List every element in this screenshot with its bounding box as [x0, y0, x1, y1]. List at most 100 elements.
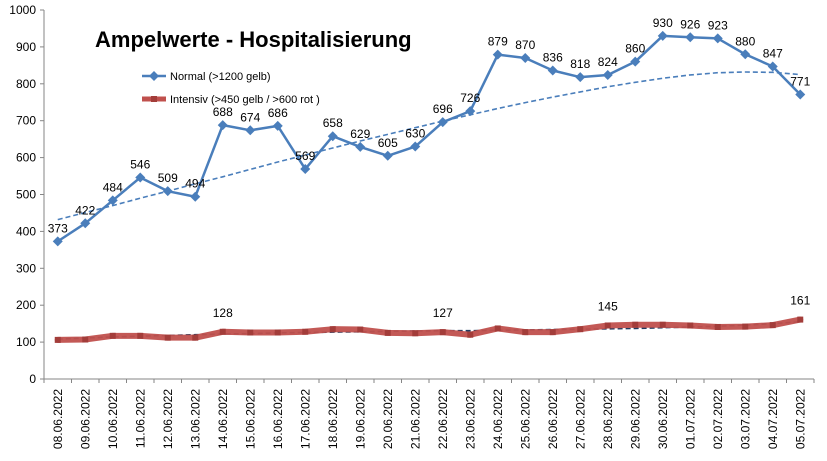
x-tick-label: 27.06.2022: [573, 389, 587, 449]
data-label-normal: 569: [295, 149, 315, 163]
x-tick-label: 11.06.2022: [133, 389, 147, 448]
data-point-intensiv: [82, 336, 89, 343]
legend-marker-normal: [149, 71, 159, 81]
data-point-intensiv: [54, 336, 61, 343]
data-point-normal: [685, 32, 696, 43]
data-point-intensiv: [577, 326, 584, 333]
data-point-normal: [135, 172, 146, 183]
data-label-normal: 771: [790, 75, 810, 89]
data-point-intensiv: [714, 323, 721, 330]
data-point-normal: [217, 120, 228, 131]
data-label-normal: 630: [405, 127, 425, 141]
x-tick-label: 22.06.2022: [436, 389, 450, 449]
x-tick-label: 23.06.2022: [463, 389, 477, 449]
data-point-normal: [190, 191, 201, 202]
data-point-intensiv: [439, 329, 446, 336]
y-tick-label: 300: [16, 261, 36, 275]
series: [52, 30, 806, 343]
data-point-intensiv: [494, 325, 501, 332]
data-point-normal: [327, 131, 338, 142]
data-label-intensiv: 127: [433, 306, 453, 320]
data-label-normal: 658: [323, 116, 343, 130]
chart-title: Ampelwerte - Hospitalisierung: [95, 27, 412, 52]
data-point-normal: [52, 236, 63, 247]
data-label-normal: 836: [543, 51, 563, 65]
data-point-normal: [492, 49, 503, 60]
x-tick-label: 14.06.2022: [216, 389, 230, 449]
data-point-intensiv: [412, 330, 419, 337]
data-point-normal: [657, 30, 668, 41]
data-label-normal: 373: [48, 221, 68, 235]
data-point-intensiv: [522, 329, 529, 336]
axes: 0 100 200 300 400 500 600 700 800 900 1000 08.06.20…: [9, 3, 815, 449]
data-point-intensiv: [247, 329, 254, 336]
x-tick-label: 29.06.2022: [628, 389, 642, 449]
x-tick-label: 21.06.2022: [408, 389, 422, 449]
x-tick-label: 24.06.2022: [491, 389, 505, 449]
y-tick-label: 0: [29, 372, 36, 386]
x-tick-label: 13.06.2022: [188, 389, 202, 449]
data-point-intensiv: [742, 323, 749, 330]
data-label-normal: 860: [625, 42, 645, 56]
data-point-normal: [80, 218, 91, 229]
data-point-intensiv: [659, 321, 666, 328]
trendline-normal: [57, 71, 801, 221]
data-point-normal: [547, 65, 558, 76]
data-point-normal: [355, 141, 366, 152]
x-tick-label: 12.06.2022: [161, 389, 175, 449]
data-label-normal: 824: [598, 55, 618, 69]
data-label-normal: 696: [433, 102, 453, 116]
data-point-normal: [300, 164, 311, 175]
data-label-normal: 484: [103, 180, 123, 194]
data-label-normal: 494: [185, 177, 205, 191]
x-tick-label: 05.07.2022: [793, 389, 807, 449]
legend-label-normal: Normal (>1200 gelb): [170, 71, 271, 83]
y-tick-label: 800: [16, 77, 36, 91]
data-point-intensiv: [274, 329, 281, 336]
data-label-normal: 509: [158, 171, 178, 185]
data-point-intensiv: [769, 322, 776, 329]
data-point-intensiv: [109, 332, 116, 339]
data-point-intensiv: [192, 334, 199, 341]
data-label-normal: 847: [763, 46, 783, 60]
x-tick-label: 30.06.2022: [656, 389, 670, 449]
data-label-normal: 726: [460, 91, 480, 105]
y-tick-label: 200: [16, 298, 36, 312]
y-tick-label: 900: [16, 40, 36, 54]
data-point-normal: [795, 89, 806, 100]
series-line-intensiv: [54, 316, 804, 343]
data-point-normal: [272, 120, 283, 131]
x-tick-label: 16.06.2022: [271, 389, 285, 449]
data-point-normal: [630, 56, 641, 67]
data-label-normal: 422: [75, 203, 95, 217]
x-tick-label: 25.06.2022: [518, 389, 532, 449]
x-tick-label: 10.06.2022: [106, 389, 120, 449]
data-label-normal: 674: [240, 110, 260, 124]
data-point-intensiv: [687, 322, 694, 329]
data-point-normal: [107, 195, 118, 206]
x-tick-label: 20.06.2022: [381, 389, 395, 449]
data-label-normal: 688: [213, 105, 233, 119]
data-label-intensiv: 161: [790, 294, 810, 308]
data-point-intensiv: [137, 332, 144, 339]
data-point-normal: [162, 186, 173, 197]
x-tick-label: 28.06.2022: [601, 389, 615, 449]
y-tick-label: 600: [16, 151, 36, 165]
x-tick-label: 19.06.2022: [353, 389, 367, 449]
data-label-normal: 880: [735, 34, 755, 48]
data-label-normal: 923: [708, 18, 728, 32]
data-label-normal: 930: [653, 16, 673, 30]
x-tick-label: 09.06.2022: [78, 389, 92, 449]
data-point-normal: [437, 117, 448, 128]
data-point-normal: [465, 106, 476, 117]
data-point-normal: [410, 141, 421, 152]
data-label-intensiv: 145: [598, 299, 618, 313]
legend-label-intensiv: Intensiv (>450 gelb / >600 rot ): [170, 94, 320, 106]
y-tick-label: 700: [16, 114, 36, 128]
data-point-intensiv: [797, 316, 804, 323]
x-tick-label: 04.07.2022: [766, 389, 780, 449]
data-point-normal: [740, 49, 751, 60]
